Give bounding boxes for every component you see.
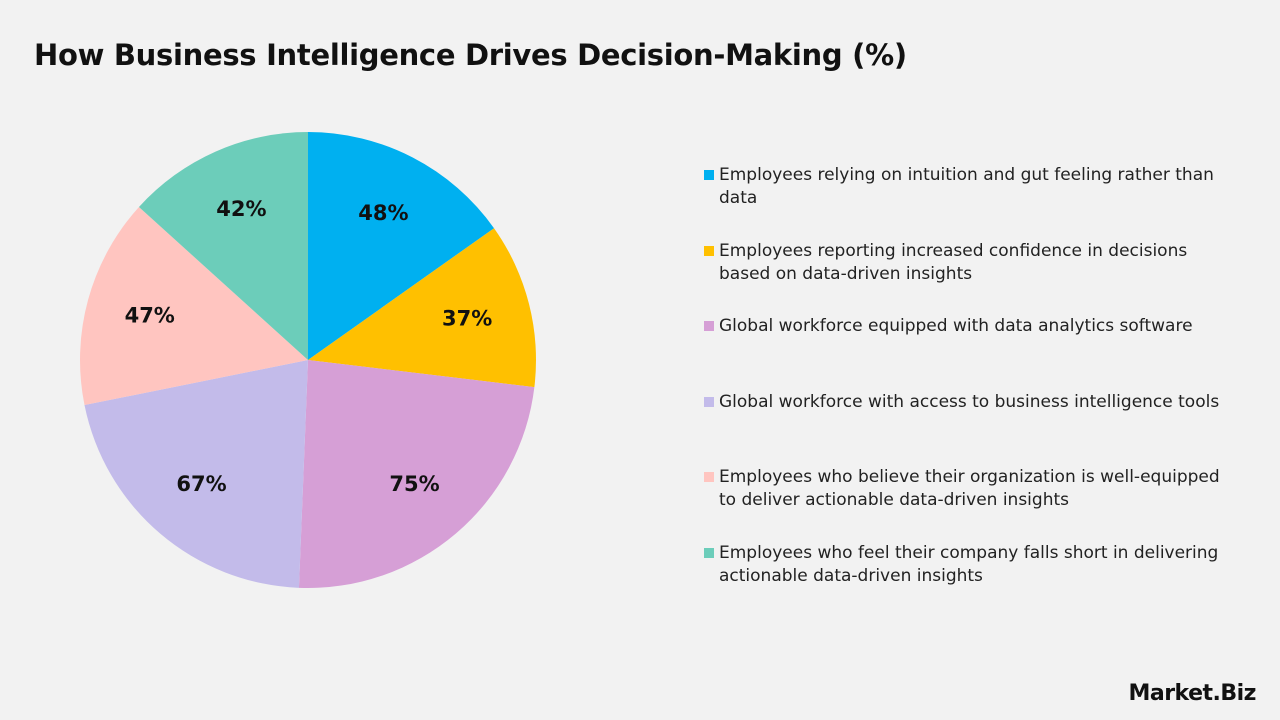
brand-logo: Market.Biz xyxy=(1128,681,1256,706)
legend: Employees relying on intuition and gut f… xyxy=(704,164,1224,617)
legend-label: Employees relying on intuition and gut f… xyxy=(719,165,1214,208)
pie-chart: 48% 37% 75% 67% 47% 42% xyxy=(79,132,536,588)
legend-swatch xyxy=(704,396,714,407)
data-label: 47% xyxy=(125,303,175,327)
data-label: 75% xyxy=(389,472,439,496)
legend-swatch xyxy=(704,547,714,558)
legend-swatch xyxy=(704,321,714,331)
pie-slice xyxy=(84,360,308,588)
pie-slice xyxy=(308,228,536,388)
pie-slice xyxy=(138,132,308,360)
legend-label: Employees who feel their company falls s… xyxy=(719,542,1219,586)
legend-item: Global workforce equipped with data anal… xyxy=(704,315,1224,391)
legend-swatch xyxy=(704,170,714,180)
legend-swatch xyxy=(704,245,714,256)
legend-label: Employees reporting increased confidence… xyxy=(719,240,1188,284)
data-label: 67% xyxy=(176,472,226,496)
pie-slice xyxy=(298,360,535,588)
chart-title: How Business Intelligence Drives Decisio… xyxy=(34,38,907,72)
legend-item: Global workforce with access to business… xyxy=(704,391,1224,467)
legend-item: Employees who believe their organization… xyxy=(704,466,1224,542)
legend-label: Employees who believe their organization… xyxy=(719,467,1220,510)
legend-item: Employees who feel their company falls s… xyxy=(704,542,1224,618)
pie-slice xyxy=(79,206,308,406)
pie-slice xyxy=(308,132,495,360)
legend-label: Global workforce equipped with data anal… xyxy=(719,316,1193,336)
data-label: 37% xyxy=(442,307,492,331)
legend-swatch xyxy=(704,472,714,482)
data-label: 42% xyxy=(216,197,266,221)
data-label: 48% xyxy=(358,201,408,225)
legend-item: Employees reporting increased confidence… xyxy=(704,240,1224,316)
legend-label: Global workforce with access to business… xyxy=(719,391,1220,412)
legend-item: Employees relying on intuition and gut f… xyxy=(704,164,1224,240)
